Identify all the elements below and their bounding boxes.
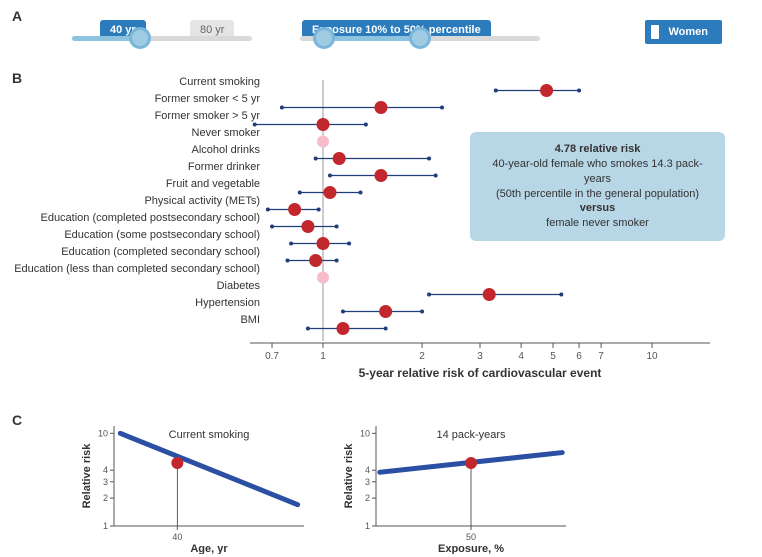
svg-text:14 pack-years: 14 pack-years (436, 429, 506, 441)
exposure-handle-high[interactable] (409, 27, 431, 49)
forest-row-label: Fruit and vegetable (10, 178, 260, 190)
svg-text:3: 3 (103, 477, 108, 487)
callout-versus: versus (480, 201, 715, 216)
svg-text:2: 2 (103, 493, 108, 503)
mini-plot-age: 1 2 3 4 10 40 Current smoking Age, yr Relative r… (78, 420, 310, 554)
forest-row-label: BMI (10, 314, 260, 326)
svg-text:7: 7 (598, 351, 604, 362)
svg-text:4: 4 (365, 465, 370, 475)
callout-box: 4.78 relative risk 40-year-old female wh… (470, 132, 725, 241)
age-handle[interactable] (129, 27, 151, 49)
exposure-handle-low[interactable] (313, 27, 335, 49)
women-toggle[interactable]: Women (645, 20, 722, 44)
callout-line4: female never smoker (480, 216, 715, 231)
forest-row-label: Education (completed secondary school) (10, 246, 260, 258)
svg-text:10: 10 (360, 428, 370, 438)
svg-text:5: 5 (550, 351, 556, 362)
svg-text:Age, yr: Age, yr (190, 543, 228, 554)
svg-text:0.7: 0.7 (265, 351, 279, 362)
forest-row-label: Education (less than completed secondary… (10, 263, 260, 275)
svg-text:Relative risk: Relative risk (343, 443, 355, 509)
forest-row-label: Never smoker (10, 127, 260, 139)
forest-row-label: Former smoker > 5 yr (10, 110, 260, 122)
svg-text:4: 4 (518, 351, 524, 362)
svg-text:Relative risk: Relative risk (81, 443, 93, 509)
svg-text:40: 40 (172, 532, 182, 542)
panel-c-label: C (12, 412, 22, 428)
svg-text:2: 2 (419, 351, 425, 362)
svg-text:Current smoking: Current smoking (169, 429, 250, 441)
svg-text:Exposure, %: Exposure, % (438, 543, 504, 554)
forest-row-label: Former smoker < 5 yr (10, 93, 260, 105)
forest-row-label: Former drinker (10, 161, 260, 173)
exposure-track-fill (324, 36, 420, 41)
women-toggle-label: Women (668, 26, 708, 38)
svg-text:6: 6 (576, 351, 582, 362)
svg-text:5-year relative risk of cardio: 5-year relative risk of cardiovascular e… (359, 366, 602, 380)
forest-row-label: Physical activity (METs) (10, 195, 260, 207)
forest-row-label: Education (completed postsecondary schoo… (10, 212, 260, 224)
svg-text:3: 3 (477, 351, 483, 362)
svg-text:1: 1 (365, 521, 370, 531)
forest-row-label: Hypertension (10, 297, 260, 309)
svg-text:1: 1 (103, 521, 108, 531)
mini-plot-exposure: 1 2 3 4 10 50 14 pack-years Exposure, % Relative… (340, 420, 572, 554)
callout-line3: (50th percentile in the general populati… (480, 187, 715, 202)
panel-a-label: A (12, 8, 22, 24)
callout-line2: 40-year-old female who smokes 14.3 pack-… (480, 157, 715, 187)
forest-row-label: Diabetes (10, 280, 260, 292)
forest-row-label: Current smoking (10, 76, 260, 88)
svg-text:4: 4 (103, 465, 108, 475)
svg-text:3: 3 (365, 477, 370, 487)
callout-headline: 4.78 relative risk (480, 142, 715, 157)
forest-row-label: Alcohol drinks (10, 144, 260, 156)
forest-row-label: Education (some postsecondary school) (10, 229, 260, 241)
svg-text:1: 1 (320, 351, 326, 362)
svg-text:50: 50 (466, 532, 476, 542)
svg-text:10: 10 (646, 351, 658, 362)
svg-text:2: 2 (365, 493, 370, 503)
svg-text:10: 10 (98, 428, 108, 438)
